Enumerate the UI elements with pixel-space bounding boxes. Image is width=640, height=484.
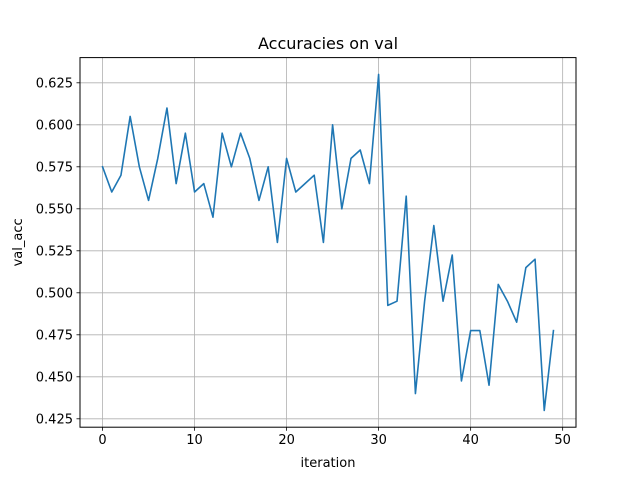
y-tick-label: 0.425	[36, 412, 73, 427]
series-layer	[101, 73, 555, 412]
plot-frame	[79, 57, 577, 428]
y-tick-label: 0.500	[36, 286, 73, 301]
grid-layer	[80, 57, 576, 428]
y-tick-label: 0.450	[36, 370, 73, 385]
y-tick-label: 0.475	[36, 328, 73, 343]
x-tick-label: 40	[462, 433, 479, 448]
y-tick-label: 0.575	[36, 160, 73, 175]
x-tick-label: 50	[554, 433, 571, 448]
x-tick-label: 30	[370, 433, 387, 448]
x-tick-label: 20	[278, 433, 295, 448]
x-axis-label: iteration	[301, 456, 356, 471]
y-axis-label: val_acc	[11, 218, 26, 266]
y-tick-label: 0.550	[36, 202, 73, 217]
y-tick-label: 0.625	[36, 76, 73, 91]
tick-layer: 0 10 20 30 40 50 0.425 0.450 0.475 0.500 0.525 0.55…	[36, 76, 571, 448]
y-tick-label: 0.600	[36, 118, 73, 133]
series-line	[101, 73, 555, 412]
x-tick-label: 0	[98, 433, 106, 448]
x-tick-label: 10	[186, 433, 203, 448]
y-tick-label: 0.525	[36, 244, 73, 259]
chart-title: Accuracies on val	[258, 34, 398, 53]
